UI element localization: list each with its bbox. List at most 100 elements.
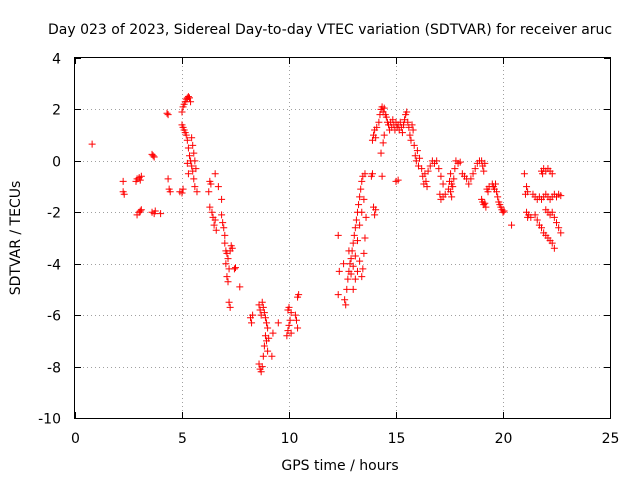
data-point bbox=[191, 183, 199, 191]
data-point bbox=[179, 185, 187, 193]
x-tick-label: 5 bbox=[178, 431, 187, 447]
data-point bbox=[287, 329, 295, 337]
data-point bbox=[426, 162, 434, 170]
data-point bbox=[269, 329, 277, 337]
data-point bbox=[409, 126, 417, 134]
data-point bbox=[378, 172, 386, 180]
x-tick-label: 15 bbox=[388, 431, 406, 447]
data-point bbox=[249, 311, 257, 319]
data-point bbox=[371, 211, 379, 219]
data-point bbox=[164, 175, 172, 183]
data-point bbox=[447, 188, 455, 196]
data-point bbox=[550, 244, 558, 252]
data-point bbox=[351, 275, 359, 283]
y-tick-label: -6 bbox=[47, 309, 61, 325]
x-tick-label: 0 bbox=[71, 431, 80, 447]
data-point bbox=[531, 211, 539, 219]
data-point bbox=[379, 139, 387, 147]
data-point bbox=[224, 278, 232, 286]
data-point bbox=[441, 190, 449, 198]
data-point bbox=[361, 170, 369, 178]
data-point bbox=[413, 147, 421, 155]
data-point bbox=[184, 144, 192, 152]
data-point bbox=[410, 141, 418, 149]
data-point bbox=[88, 140, 96, 148]
data-point bbox=[524, 188, 532, 196]
data-point bbox=[422, 177, 430, 185]
data-point bbox=[350, 231, 358, 239]
data-point bbox=[184, 93, 192, 101]
data-point bbox=[230, 265, 238, 273]
data-point bbox=[260, 342, 268, 350]
x-tick-label: 20 bbox=[495, 431, 513, 447]
data-point bbox=[351, 252, 359, 260]
data-point bbox=[482, 203, 490, 211]
data-point bbox=[451, 165, 459, 173]
data-point bbox=[406, 131, 414, 139]
data-point bbox=[416, 154, 424, 162]
data-point bbox=[151, 207, 159, 215]
data-point bbox=[361, 234, 369, 242]
data-point bbox=[398, 129, 406, 137]
data-point bbox=[258, 363, 266, 371]
data-point bbox=[404, 118, 412, 126]
data-point bbox=[232, 264, 239, 272]
data-point bbox=[375, 118, 383, 126]
data-point bbox=[481, 199, 489, 207]
data-point bbox=[188, 134, 196, 142]
data-point bbox=[136, 207, 144, 215]
data-point bbox=[494, 193, 502, 201]
data-point bbox=[190, 175, 198, 183]
data-point bbox=[212, 226, 220, 234]
data-point bbox=[548, 239, 556, 247]
data-point bbox=[192, 165, 200, 173]
data-point bbox=[548, 170, 556, 178]
data-point bbox=[185, 94, 193, 102]
data-point bbox=[184, 170, 192, 178]
data-point bbox=[264, 347, 272, 355]
data-point bbox=[450, 175, 458, 183]
chart-title: Day 023 of 2023, Sidereal Day-to-day VTE… bbox=[48, 22, 612, 38]
data-point bbox=[344, 275, 352, 283]
data-point bbox=[372, 206, 380, 214]
data-point bbox=[394, 176, 402, 184]
data-point bbox=[211, 170, 219, 178]
data-point bbox=[423, 183, 431, 191]
data-point bbox=[193, 188, 201, 196]
data-point bbox=[351, 224, 359, 232]
data-point bbox=[523, 183, 531, 191]
data-point bbox=[260, 309, 268, 317]
data-point bbox=[356, 193, 364, 201]
data-point bbox=[349, 262, 357, 270]
data-point bbox=[259, 352, 267, 360]
data-point bbox=[183, 159, 191, 167]
data-point bbox=[334, 291, 342, 299]
data-point bbox=[178, 108, 186, 116]
data-point bbox=[208, 208, 216, 216]
data-point bbox=[286, 316, 294, 324]
data-point bbox=[382, 113, 390, 121]
y-tick-label: 4 bbox=[52, 52, 61, 68]
data-point bbox=[358, 208, 366, 216]
data-point bbox=[291, 311, 299, 319]
y-tick-label: -8 bbox=[47, 361, 61, 377]
grid-lines bbox=[75, 58, 610, 418]
data-point bbox=[538, 224, 546, 232]
data-point bbox=[449, 183, 457, 191]
data-point bbox=[347, 255, 355, 263]
data-point bbox=[355, 201, 363, 209]
data-point bbox=[224, 255, 232, 263]
data-point bbox=[210, 221, 218, 229]
data-point bbox=[465, 180, 473, 188]
data-point bbox=[533, 216, 541, 224]
data-point bbox=[520, 170, 528, 178]
data-point bbox=[163, 109, 171, 117]
data-point bbox=[368, 170, 376, 178]
data-point bbox=[359, 265, 367, 273]
data-point bbox=[343, 285, 351, 293]
data-point bbox=[492, 180, 500, 188]
data-point bbox=[480, 167, 488, 175]
data-point bbox=[437, 172, 445, 180]
data-point bbox=[257, 368, 265, 376]
